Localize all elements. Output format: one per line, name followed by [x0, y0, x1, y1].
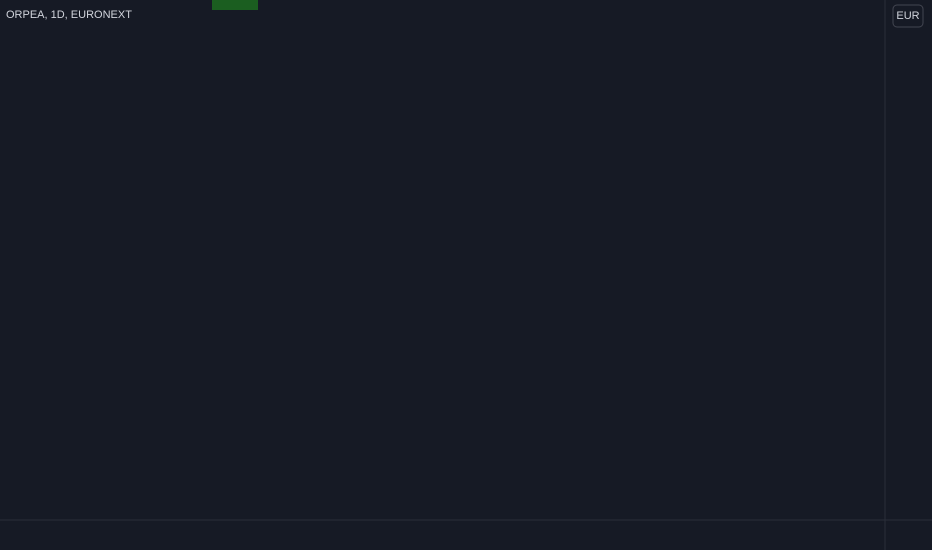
chart-title: ORPEA, 1D, EURONEXT — [6, 9, 132, 21]
currency-button[interactable] — [892, 4, 924, 28]
partial-box — [212, 0, 258, 10]
currency[interactable]: EUR — [896, 10, 919, 22]
